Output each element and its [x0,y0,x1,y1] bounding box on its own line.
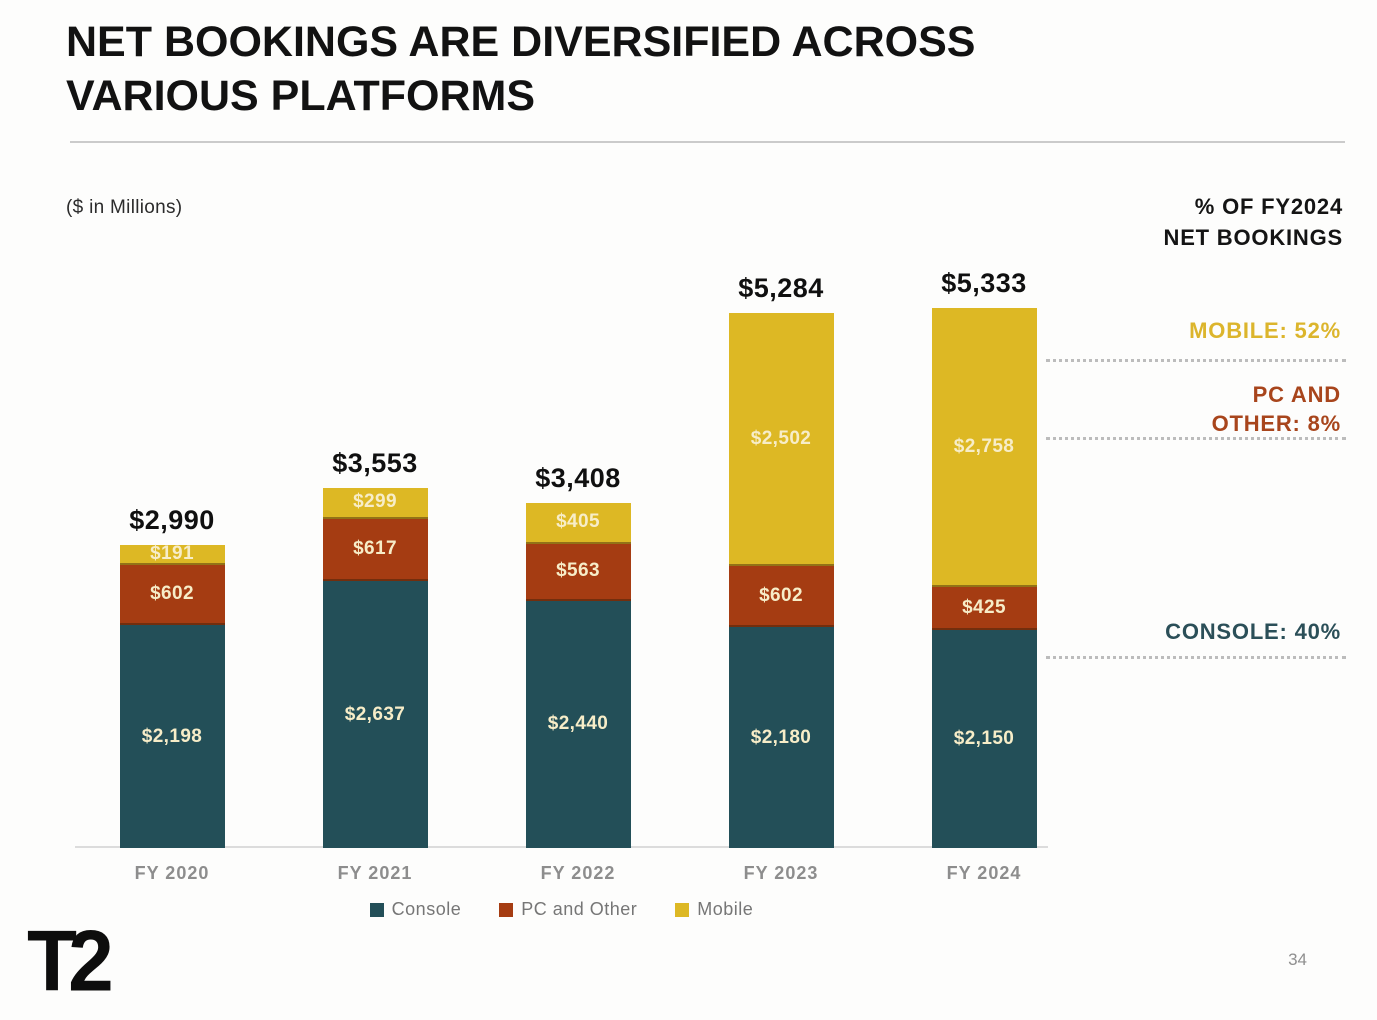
segment-value-label: $2,637 [344,703,406,725]
segment-value-label: $425 [962,596,1006,618]
pc-share-label: PC AND OTHER: 8% [1212,380,1341,438]
mobile-leader-line [1046,359,1346,362]
segment-value-label: $617 [353,537,397,559]
legend-swatch-icon [675,902,690,917]
bar-group-fy-2024: $2,150 $425 $2,758 $5,333 FY 2024 [931,268,1037,883]
console-leader-line [1046,656,1346,659]
bar-group-fy-2021: $2,637 $617 $299 $3,553 FY 2021 [322,448,428,883]
page-title-line2: VARIOUS PLATFORMS [66,71,536,120]
legend-item-mobile: Mobile [675,899,753,920]
mobile-share-label: MOBILE: 52% [1189,318,1341,343]
bar-total-label: $5,284 [738,273,824,303]
legend-label: Mobile [697,899,754,919]
segment-pc-and-other: $602 [728,566,834,628]
taketwo-logo: T2 [27,913,114,1010]
segment-pc-and-other: $425 [931,587,1037,631]
bar-total-label: $5,333 [941,268,1027,299]
legend-item-console: Console [369,899,462,920]
segment-console: $2,198 [119,625,225,848]
segment-console: $2,180 [728,627,834,848]
segment-pc-and-other: $617 [322,518,428,582]
pc-leader-line [1046,437,1346,440]
fy2024-share-header-line1: % OF FY2024 [1194,194,1343,219]
segment-console: $2,440 [525,600,631,848]
fy2024-share-header-line2: NET BOOKINGS [1163,224,1343,250]
segment-value-label: $2,198 [141,725,203,747]
bar-total-label: $3,553 [332,448,418,479]
pc-share-label-line2: OTHER: 8% [1211,411,1341,437]
segment-mobile: $2,502 [728,313,834,567]
segment-value-label: $299 [353,491,397,513]
segment-value-label: $2,150 [953,728,1015,750]
legend-label: PC and Other [521,899,638,919]
x-axis-category-label: FY 2021 [337,863,413,883]
legend-swatch-icon [499,902,514,917]
segment-console: $2,150 [931,630,1037,848]
x-axis-category-label: FY 2023 [743,863,819,883]
title-divider [70,141,1345,143]
x-axis-category-label: FY 2024 [946,863,1022,883]
legend-label: Console [391,899,462,919]
chart-legend: Console PC and Other Mobile [75,899,1048,920]
x-axis-category-label: FY 2020 [134,863,210,883]
bar-group-fy-2020: $2,198 $602 $191 $2,990 FY 2020 [119,505,225,883]
bar-total-label: $3,408 [535,462,621,493]
fy2024-share-header: % OF FY2024 NET BOOKINGS [1164,192,1344,254]
units-note: ($ in Millions) [66,197,183,218]
legend-item-pc-and-other: PC and Other [499,899,637,920]
segment-console: $2,637 [322,581,428,848]
page-title-line1: NET BOOKINGS ARE DIVERSIFIED ACROSS [66,18,976,66]
page-number: 34 [1288,950,1307,969]
segment-pc-and-other: $602 [119,564,225,626]
bar-total-label: $2,990 [129,505,215,536]
page-title: NET BOOKINGS ARE DIVERSIFIED ACROSS VARIO… [66,16,975,124]
segment-mobile: $2,758 [931,308,1037,588]
segment-mobile: $299 [322,488,428,519]
console-share-label: CONSOLE: 40% [1165,619,1341,644]
segment-value-label: $602 [759,584,803,606]
segment-mobile: $191 [119,542,225,565]
segment-value-label: $191 [150,542,194,564]
segment-value-label: $602 [150,582,194,604]
bar-group-fy-2023: $2,180 $602 $2,502 $5,284 FY 2023 [728,273,834,883]
segment-pc-and-other: $563 [525,543,631,601]
segment-value-label: $2,502 [750,427,812,449]
pc-share-label-line1: PC AND [1252,382,1341,407]
segment-value-label: $563 [556,560,600,582]
legend-swatch-icon [369,902,384,917]
segment-mobile: $405 [525,502,631,544]
segment-value-label: $2,180 [750,726,812,748]
segment-value-label: $405 [556,511,600,533]
x-axis-category-label: FY 2022 [540,863,616,883]
segment-value-label: $2,758 [953,435,1015,457]
segment-value-label: $2,440 [547,713,609,735]
bar-group-fy-2022: $2,440 $563 $405 $3,408 FY 2022 [525,463,631,883]
